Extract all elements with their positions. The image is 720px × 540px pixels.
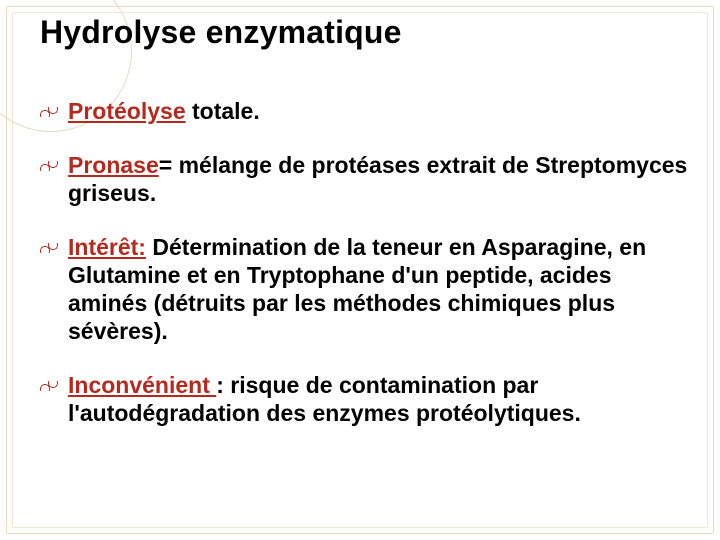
bullet-lead: Protéolyse (68, 98, 186, 124)
slide-content: Hydrolyse enzymatique Protéolyse totale.… (40, 14, 690, 520)
bullet-lead: Inconvénient (68, 372, 216, 398)
bullet-item-4: Inconvénient : risque de contamination p… (40, 371, 690, 427)
slide-title: Hydrolyse enzymatique (40, 14, 690, 51)
bullet-lead: Pronase (68, 152, 159, 178)
bullet-item-3: Intérêt: Détermination de la teneur en A… (40, 233, 690, 345)
bullet-lead: Intérêt: (68, 234, 146, 260)
bullet-rest: Détermination de la teneur en Asparagine… (68, 234, 646, 344)
bullet-item-2: Pronase= mélange de protéases extrait de… (40, 151, 690, 207)
bullet-item-1: Protéolyse totale. (40, 97, 690, 125)
bullet-rest: = mélange de protéases extrait de Strept… (68, 152, 687, 206)
bullet-rest: totale. (186, 98, 260, 124)
